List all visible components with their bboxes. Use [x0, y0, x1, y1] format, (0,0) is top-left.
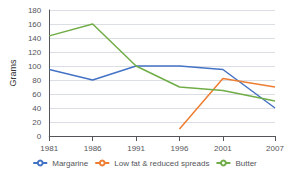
svg-text:Margarine: Margarine — [52, 159, 89, 168]
svg-text:2001: 2001 — [214, 144, 232, 153]
svg-text:0: 0 — [37, 132, 42, 141]
svg-text:120: 120 — [28, 48, 42, 57]
svg-text:1986: 1986 — [84, 144, 102, 153]
svg-text:Grams: Grams — [8, 59, 18, 87]
svg-text:2007: 2007 — [266, 144, 284, 153]
svg-text:Butter: Butter — [235, 159, 257, 168]
svg-text:1981: 1981 — [40, 144, 58, 153]
svg-text:Low fat & reduced spreads: Low fat & reduced spreads — [114, 159, 209, 168]
svg-text:100: 100 — [28, 62, 42, 71]
svg-text:80: 80 — [32, 76, 41, 85]
svg-text:20: 20 — [32, 118, 41, 127]
svg-text:1991: 1991 — [127, 144, 145, 153]
svg-text:180: 180 — [28, 6, 42, 15]
svg-text:40: 40 — [32, 104, 41, 113]
svg-text:140: 140 — [28, 34, 42, 43]
svg-text:160: 160 — [28, 20, 42, 29]
svg-text:60: 60 — [32, 90, 41, 99]
svg-text:1996: 1996 — [171, 144, 189, 153]
